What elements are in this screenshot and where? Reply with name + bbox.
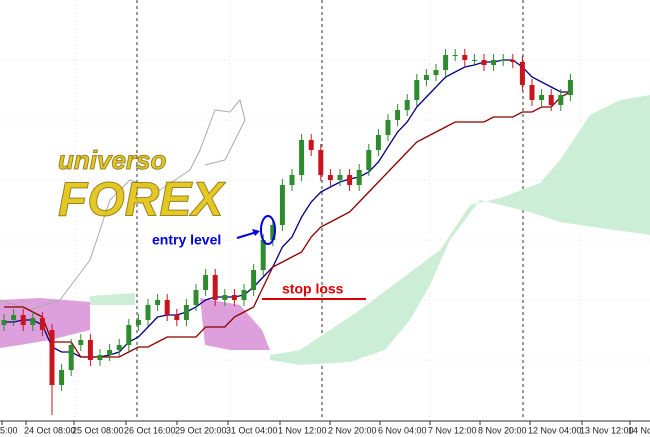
x-tick-label: 26 Oct 16:00 (124, 425, 176, 435)
candle-body (423, 75, 429, 80)
candle-body (174, 315, 180, 320)
candle-body (241, 290, 247, 300)
candle-body (452, 55, 458, 56)
candle-body (481, 60, 487, 65)
candle-body (270, 225, 276, 240)
logo-top: universo (58, 145, 166, 175)
candle-body (471, 60, 477, 61)
candle-body (59, 370, 65, 385)
x-tick-label: 31 Oct 04:00 (226, 425, 278, 435)
entry-label: entry level (152, 232, 221, 248)
x-tick-label: 24 Oct 08:00 (24, 425, 76, 435)
x-tick-label: 25 Oct 08:00 (72, 425, 124, 435)
candle-body (558, 95, 564, 105)
candle-body (347, 175, 353, 185)
candle-body (212, 275, 218, 300)
candle-body (145, 305, 151, 320)
candle-body (433, 70, 439, 75)
x-tick-label: 2 Nov 20:00 (328, 425, 377, 435)
candle-body (327, 175, 333, 180)
candle-body (260, 240, 266, 270)
candle-body (87, 340, 93, 360)
candle-body (164, 300, 170, 315)
x-tick-label: 8 Nov 20:00 (478, 425, 527, 435)
candle-body (414, 80, 420, 100)
candle-body (30, 318, 36, 325)
x-tick-label: 12 Nov 04:00 (528, 425, 582, 435)
candle-body (548, 95, 554, 105)
candle-body (375, 135, 381, 150)
candle-body (299, 140, 305, 175)
candle-body (567, 80, 573, 95)
x-tick-label: 14 Nov (628, 425, 650, 435)
candle-body (193, 290, 199, 305)
candle-body (1, 320, 7, 325)
x-tick-label: 13 Nov 12:00 (580, 425, 634, 435)
candle-body (395, 110, 401, 120)
logo-bottom: FOREX (58, 174, 226, 227)
candle-body (519, 62, 525, 85)
cloud (0, 95, 650, 365)
entry-arrowhead (252, 229, 260, 236)
candle-body (510, 60, 516, 62)
marks (1, 49, 573, 415)
candle-body (308, 140, 314, 150)
candle-body (107, 350, 113, 355)
candle-body (231, 295, 237, 300)
entry-arrow (236, 231, 258, 239)
candle-body (135, 320, 141, 325)
candle-body (11, 315, 17, 320)
candle-body (366, 150, 372, 170)
candle-body (539, 95, 545, 100)
candle-body (318, 150, 324, 175)
candle-body (49, 330, 55, 385)
candle-body (356, 170, 362, 185)
candle-body (337, 175, 343, 180)
candle-body (251, 270, 257, 290)
x-tick-label: 1 Nov 12:00 (278, 425, 327, 435)
x-tick-label: 5:00 (0, 425, 18, 435)
candle-body (529, 85, 535, 100)
candle-body (78, 340, 84, 345)
candle-body (126, 325, 132, 345)
candle-body (222, 295, 228, 300)
candle-body (385, 120, 391, 135)
candle-body (20, 315, 26, 325)
candle-body (155, 300, 161, 305)
candle-body (68, 345, 74, 370)
candle-body (462, 55, 468, 60)
candle-body (203, 275, 209, 290)
chikou-line (0, 98, 246, 311)
candle-body (97, 355, 103, 360)
candle-body (404, 100, 410, 110)
candle-body (443, 55, 449, 70)
x-tick-label: 7 Nov 12:00 (428, 425, 477, 435)
candle-body (289, 175, 295, 185)
candle-body (116, 345, 122, 350)
logo: universo FOREX (58, 144, 227, 227)
x-tick-label: 29 Oct 20:00 (175, 425, 227, 435)
x-tick-label: 6 Nov 04:00 (378, 425, 427, 435)
candle-body (39, 318, 45, 330)
candle-body (183, 305, 189, 320)
candle-body (491, 60, 497, 65)
candle-body (279, 185, 285, 225)
candle-body (500, 60, 506, 61)
stop-label: stop loss (282, 281, 344, 297)
entry-circle (260, 215, 276, 245)
